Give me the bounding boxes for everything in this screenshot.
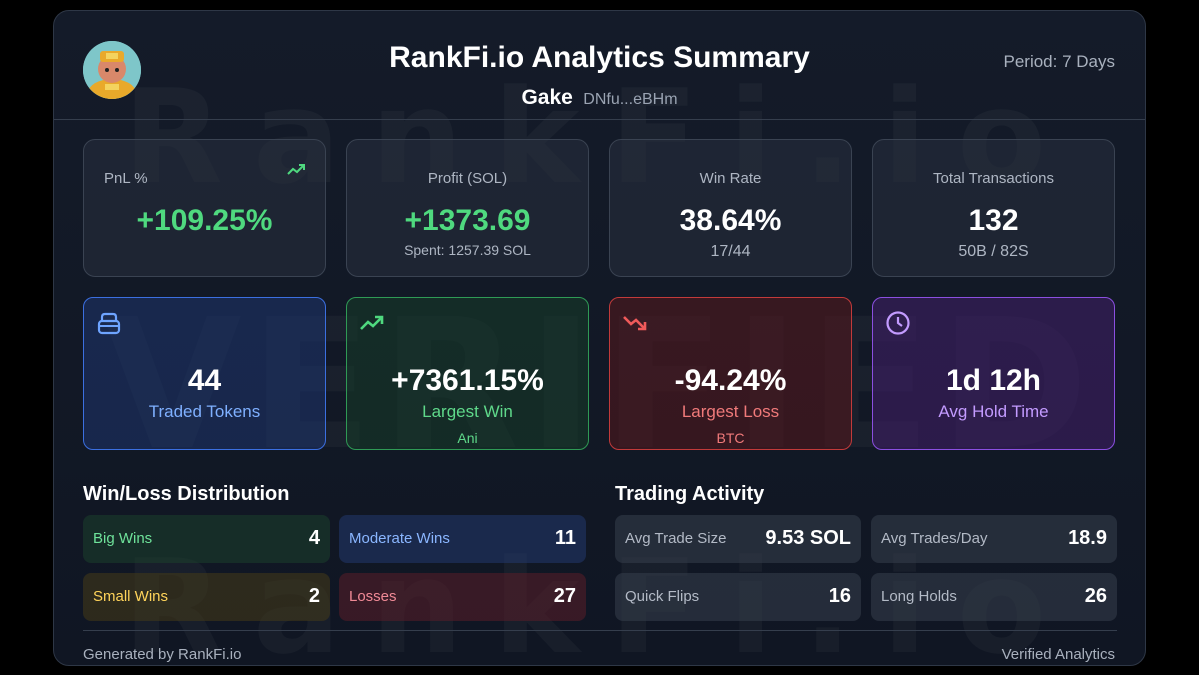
footer-divider [83,630,1117,631]
moderate-wins-tile: Moderate Wins 11 [339,515,586,563]
largest-loss-card: -94.24% Largest Loss BTC [609,297,852,450]
distribution-title: Win/Loss Distribution [83,483,290,505]
winrate-label: Win Rate [699,170,762,187]
winrate-card: Win Rate 38.64% 17/44 [609,139,852,277]
traded-tokens-label: Traded Tokens [148,402,261,421]
avatar[interactable] [83,41,141,99]
trending-up-icon [287,164,305,175]
footer-generated: Generated by RankFi.io [83,646,242,663]
username: Gake [521,86,573,109]
transactions-card: Total Transactions 132 50B / 82S [872,139,1115,277]
spent-value: Spent: 1257.39 SOL [404,242,531,258]
header-divider [54,119,1145,120]
profit-value: +1373.69 [404,204,531,237]
quick-flips-tile: Quick Flips 16 [615,573,861,621]
traded-tokens-card: 44 Traded Tokens [83,297,326,450]
losses-label: Losses [349,588,397,605]
user-line: Gake DNfu...eBHm [54,86,1145,110]
avg-trade-size-label: Avg Trade Size [625,530,727,547]
losses-value: 27 [553,585,576,607]
avg-trades-day-value: 18.9 [1068,527,1107,549]
winrate-ratio: 17/44 [710,243,751,260]
moderate-wins-label: Moderate Wins [349,530,450,547]
avg-trades-day-label: Avg Trades/Day [881,530,988,547]
largest-win-card: +7361.15% Largest Win Ani [346,297,589,450]
largest-loss-token: BTC [716,430,745,446]
losses-tile: Losses 27 [339,573,586,621]
page-title: RankFi.io Analytics Summary [389,41,810,74]
transactions-label: Total Transactions [933,170,1054,187]
pnl-label: PnL % [104,170,148,187]
moderate-wins-value: 11 [554,527,576,549]
avg-trade-size-value: 9.53 SOL [765,527,851,549]
big-wins-tile: Big Wins 4 [83,515,330,563]
big-wins-value: 4 [308,527,320,549]
profit-label: Profit (SOL) [427,170,508,187]
small-wins-value: 2 [308,585,320,607]
avg-trade-size-tile: Avg Trade Size 9.53 SOL [615,515,861,563]
quick-flips-value: 16 [828,585,851,607]
largest-win-value: +7361.15% [391,364,544,397]
largest-win-label: Largest Win [422,402,513,421]
long-holds-value: 26 [1084,585,1107,607]
trending-up-icon [360,315,384,330]
quick-flips-label: Quick Flips [625,588,700,605]
small-wins-label: Small Wins [93,588,169,605]
largest-loss-value: -94.24% [674,364,787,397]
avg-trades-day-tile: Avg Trades/Day 18.9 [871,515,1117,563]
stack-icon [97,312,121,335]
small-wins-tile: Small Wins 2 [83,573,330,621]
hold-time-value: 1d 12h [945,364,1042,397]
transactions-value: 132 [968,204,1019,237]
footer-verified: Verified Analytics [1001,646,1115,663]
wallet-address[interactable]: DNfu...eBHm [583,91,678,108]
traded-tokens-value: 44 [187,364,222,397]
pnl-card: PnL % +109.25% [83,139,326,277]
long-holds-tile: Long Holds 26 [871,573,1117,621]
clock-icon [886,311,910,335]
analytics-card: RankFi.io VERIFIED RankFi.io RankFi.io A… [53,10,1146,666]
largest-loss-label: Largest Loss [681,402,780,421]
hold-time-label: Avg Hold Time [938,402,1049,421]
long-holds-label: Long Holds [881,588,957,605]
big-wins-label: Big Wins [93,530,153,547]
trending-down-icon [623,316,647,331]
transactions-split: 50B / 82S [958,243,1029,260]
activity-title: Trading Activity [615,483,765,505]
avatar-image-icon [83,41,141,99]
pnl-value: +109.25% [136,204,273,237]
winrate-value: 38.64% [679,204,782,237]
hold-time-card: 1d 12h Avg Hold Time [872,297,1115,450]
profit-card: Profit (SOL) +1373.69 Spent: 1257.39 SOL [346,139,589,277]
period-label: Period: 7 Days [1003,52,1116,71]
largest-win-token: Ani [457,430,478,446]
